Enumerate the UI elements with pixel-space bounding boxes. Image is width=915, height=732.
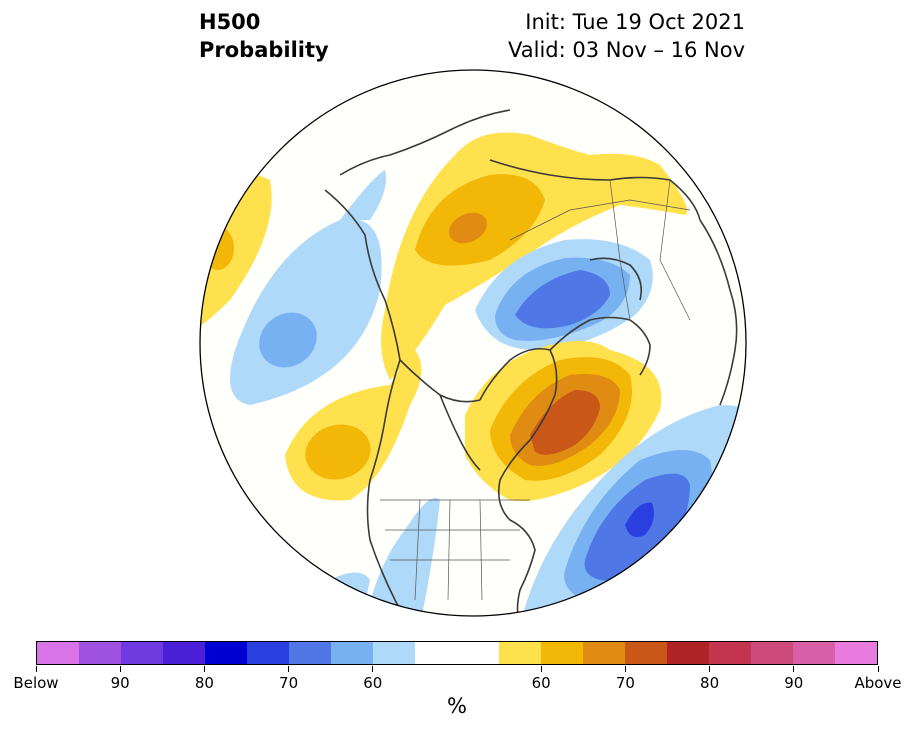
colorbar-tick [793, 666, 795, 672]
colorbar-swatch [163, 642, 205, 664]
colorbar-tick-label: 90 [784, 674, 804, 692]
colorbar-tick-label: 90 [110, 674, 130, 692]
colorbar-swatch [541, 642, 583, 664]
colorbar-swatch [373, 642, 415, 664]
polar-map [199, 69, 747, 617]
colorbar-tick-label: 60 [363, 674, 383, 692]
colorbar-swatch [499, 642, 541, 664]
colorbar [36, 641, 878, 665]
colorbar-swatch [37, 642, 79, 664]
colorbar-swatch [709, 642, 751, 664]
colorbar-tick-label: Above [854, 674, 902, 692]
colorbar-swatch [583, 642, 625, 664]
colorbar-swatch [205, 642, 247, 664]
colorbar-swatch [247, 642, 289, 664]
colorbar-swatch [289, 642, 331, 664]
colorbar-swatch [751, 642, 793, 664]
colorbar-unit: % [447, 694, 467, 718]
colorbar-tick [35, 666, 37, 672]
colorbar-tick-label: 70 [615, 674, 635, 692]
title-variable: H500 [199, 10, 261, 34]
colorbar-tick [709, 666, 711, 672]
colorbar-tick [203, 666, 205, 672]
colorbar-swatch [79, 642, 121, 664]
colorbar-swatch [331, 642, 373, 664]
colorbar-tick-label: Below [13, 674, 59, 692]
valid-period: Valid: 03 Nov – 16 Nov [508, 38, 745, 62]
colorbar-tick [372, 666, 374, 672]
region-siberia-above [381, 132, 688, 380]
colorbar-tick-label: 70 [279, 674, 299, 692]
political-borders [380, 179, 691, 601]
colorbar-tick [540, 666, 542, 672]
forecast-dates: Init: Tue 19 Oct 2021 Valid: 03 Nov – 16… [508, 8, 745, 64]
colorbar-swatch [415, 642, 457, 664]
probability-shading [200, 70, 746, 616]
colorbar-swatch [625, 642, 667, 664]
colorbar-tick-label: 80 [700, 674, 720, 692]
region-pacific-below [230, 170, 386, 405]
region-canada-greenland-above [465, 341, 662, 502]
init-date: Init: Tue 19 Oct 2021 [525, 10, 745, 34]
colorbar-tick-label: 80 [194, 674, 214, 692]
colorbar-tick-label: 60 [531, 674, 551, 692]
colorbar-swatch [667, 642, 709, 664]
colorbar-swatch [457, 642, 499, 664]
region-europe-below [475, 239, 653, 351]
region-gulf-alaska-above [285, 350, 422, 501]
colorbar-tick [624, 666, 626, 672]
colorbar-swatch [835, 642, 877, 664]
title-subtitle: Probability [199, 38, 329, 62]
colorbar-tick [877, 666, 879, 672]
colorbar-tick [119, 666, 121, 672]
map-title: H500 Probability [199, 8, 329, 64]
colorbar-swatch [121, 642, 163, 664]
map-boundary [199, 69, 747, 617]
colorbar-tick [288, 666, 290, 672]
colorbar-swatch [793, 642, 835, 664]
